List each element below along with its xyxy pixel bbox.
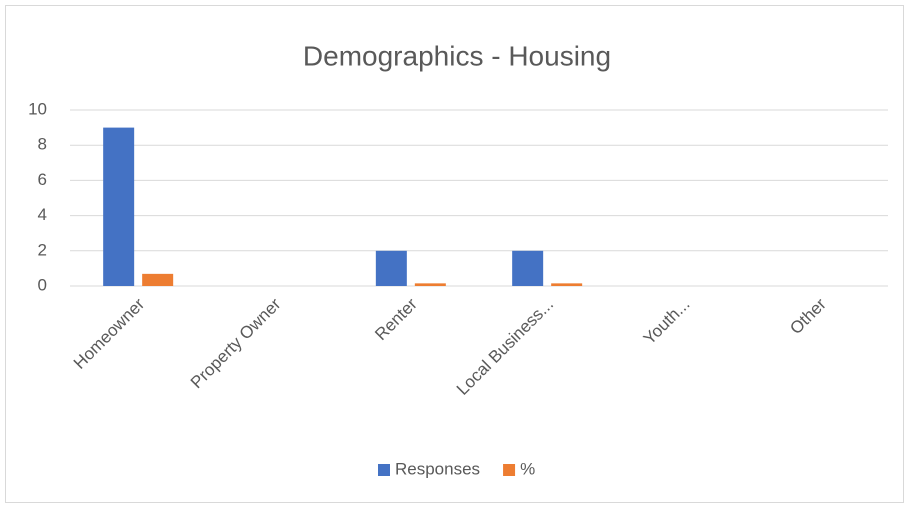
y-tick-label: 6	[38, 170, 47, 189]
bar	[414, 283, 446, 286]
y-tick-label: 0	[38, 275, 47, 294]
chart-border	[5, 5, 904, 503]
bar	[551, 283, 583, 286]
chart-title: Demographics - Housing	[303, 40, 611, 71]
bar	[142, 273, 174, 286]
bar	[375, 250, 407, 286]
y-tick-label: 10	[28, 99, 47, 118]
bar	[512, 250, 544, 286]
legend-swatch	[503, 464, 516, 476]
y-tick-label: 8	[38, 135, 47, 154]
legend-swatch	[378, 464, 390, 476]
bar	[103, 127, 135, 286]
y-tick-label: 2	[38, 240, 47, 259]
legend-label: Responses	[395, 459, 480, 478]
y-tick-label: 4	[38, 205, 47, 224]
legend-label: %	[520, 459, 535, 478]
